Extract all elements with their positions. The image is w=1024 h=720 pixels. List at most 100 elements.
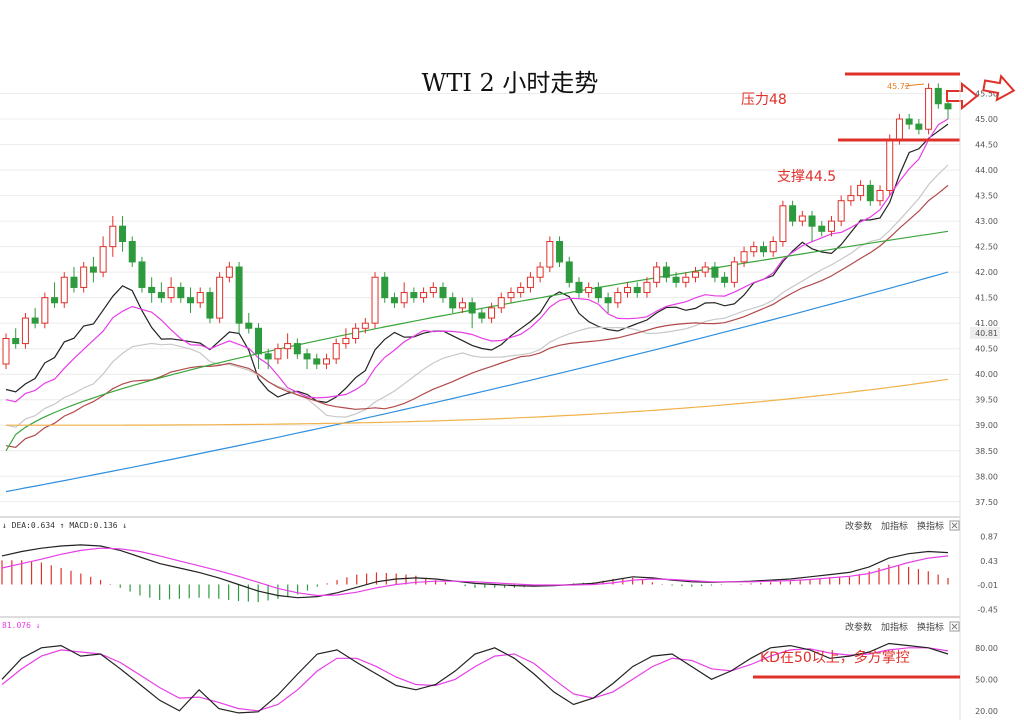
ma-line-ma20 (5, 164, 949, 428)
ma-line-ma10 (5, 118, 949, 403)
candle-body (594, 286, 602, 299)
price-tick-label: 44.00 (975, 166, 998, 175)
kd-tick-label: 80.00 (975, 644, 998, 653)
close-icon-glyph (951, 623, 958, 630)
moving-average-lines (5, 118, 949, 493)
candle-body (876, 189, 884, 202)
ma-line-ma5 (5, 123, 949, 404)
candle-body (342, 337, 350, 345)
candle-body (148, 286, 156, 294)
candle-body (857, 184, 865, 197)
candle-body (206, 292, 214, 319)
candle-body (12, 337, 20, 345)
candle-body (740, 251, 748, 263)
kd-tick-label: 50.00 (975, 675, 998, 684)
candle-body (585, 286, 593, 294)
candle-body (789, 205, 797, 222)
candle-body (662, 266, 670, 278)
price-tick-label: 40.00 (975, 370, 998, 379)
price-axis: 37.50 38.00 38.50 39.00 39.50 40.00 40.50 40.81… (970, 90, 1000, 507)
candle-body (449, 297, 457, 309)
price-grid (0, 93, 960, 503)
candle-body (769, 241, 777, 253)
kd-buttons: 改参数 加指标 换指标 (845, 621, 960, 633)
candle-body (934, 87, 942, 105)
candle-body (245, 322, 253, 329)
macd-tick-label: -0.01 (977, 581, 998, 590)
add-indicator-button[interactable]: 加指标 (881, 520, 908, 532)
candle-body (556, 241, 564, 263)
candle-body (390, 297, 398, 304)
price-tick-label: 42.00 (975, 268, 998, 277)
price-panel: 37.50 38.00 38.50 39.00 39.50 40.00 40.50 40.81… (0, 83, 1000, 507)
candle-body (779, 205, 787, 243)
candle-body (322, 358, 330, 365)
candle-body (293, 343, 301, 355)
kd-k-line (1, 642, 949, 714)
candle-body (216, 276, 224, 319)
kd-tick-label: 20.00 (975, 707, 998, 716)
candle-body (653, 266, 661, 283)
candle-body (70, 276, 78, 288)
ma-line-ma30 (5, 184, 949, 448)
macd-axis: 0.87 0.43 -0.01 -0.45 (977, 533, 998, 615)
candle-body (721, 276, 729, 283)
price-tick-label: 38.50 (975, 447, 998, 456)
candle-body (274, 348, 282, 360)
macd-tick-label: -0.45 (977, 605, 998, 614)
price-tick-label: 45.50 (975, 90, 998, 99)
switch-indicator-button[interactable]: 换指标 (917, 520, 944, 532)
macd-tick-label: 0.43 (980, 557, 998, 566)
price-tick-label: 44.50 (975, 141, 998, 150)
price-tick-label: 39.00 (975, 421, 998, 430)
candle-body (468, 302, 476, 314)
candle-body (264, 353, 272, 360)
candle-body (439, 286, 447, 299)
chart-title: WTI 2 小时走势 (422, 69, 599, 97)
last-price-box (970, 326, 1000, 339)
price-tick-label: 37.50 (975, 498, 998, 507)
candle-body (225, 266, 233, 278)
candle-body (866, 184, 874, 202)
price-tick-label: 45.00 (975, 115, 998, 124)
macd-tick-label: 0.87 (980, 533, 998, 542)
candle-body (895, 118, 903, 140)
macd-lines (1, 544, 949, 599)
candle-body (798, 215, 806, 222)
candle-body (284, 343, 292, 350)
candle-body (546, 241, 554, 268)
price-tick-label: 42.50 (975, 243, 998, 252)
kd-annotation: KD在50以上，多方掌控 (760, 649, 910, 666)
switch-indicator-button[interactable]: 换指标 (917, 621, 944, 633)
add-indicator-button[interactable]: 加指标 (881, 621, 908, 633)
candle-body (303, 353, 311, 360)
kd-header: 81.076 ↓ (2, 621, 41, 630)
close-icon-glyph (951, 522, 958, 529)
candle-body (614, 292, 622, 304)
price-tick-label: 41.50 (975, 294, 998, 303)
candle-body (624, 286, 632, 294)
candle-body (730, 261, 738, 283)
candle-body (905, 118, 913, 125)
candle-body (21, 317, 29, 345)
high-label: 45.72 (887, 82, 910, 91)
candle-body (381, 276, 389, 299)
price-tick-label: 41.00 (975, 319, 998, 328)
macd-buttons: 改参数 加指标 换指标 (845, 520, 960, 532)
price-tick-label: 39.50 (975, 396, 998, 405)
candle-body (944, 103, 952, 110)
candle-body (808, 215, 816, 227)
change-params-button[interactable]: 改参数 (845, 621, 872, 633)
candle-body (886, 138, 894, 191)
candle-body (488, 307, 496, 319)
candle-body (478, 312, 486, 319)
candle-body (925, 87, 933, 130)
candle-body (497, 297, 505, 309)
candle-body (119, 225, 127, 243)
change-params-button[interactable]: 改参数 (845, 520, 872, 532)
candle-body (60, 276, 68, 304)
candle-body (672, 276, 680, 283)
candle-body (177, 286, 185, 299)
candle-body (167, 286, 175, 299)
macd-diff-line (1, 544, 949, 599)
